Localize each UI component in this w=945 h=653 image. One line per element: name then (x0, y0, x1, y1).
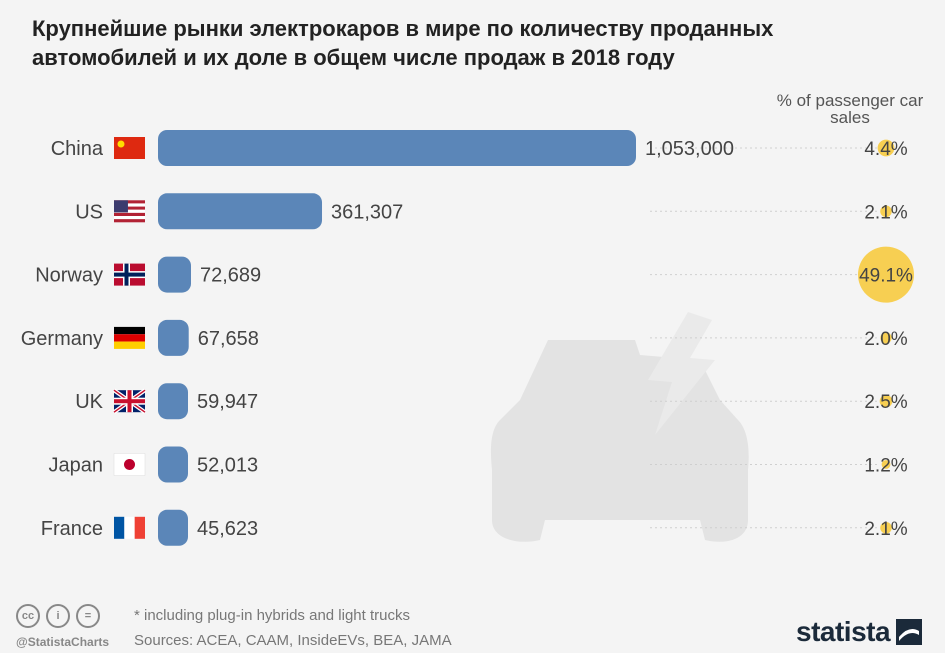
bar (158, 193, 323, 230)
equals-icon: = (76, 604, 100, 628)
category-label: US (75, 201, 103, 223)
share-label: 2.0% (864, 329, 907, 350)
category-label: China (51, 138, 104, 160)
share-column-header: % of passenger car sales (776, 91, 924, 127)
value-label: 1,053,000 (645, 138, 734, 160)
share-bubble (880, 522, 892, 534)
value-label: 67,658 (198, 328, 259, 350)
share-label: 4.4% (864, 139, 907, 160)
share-label: 2.5% (864, 392, 907, 413)
share-label: 49.1% (859, 266, 913, 287)
bar (158, 383, 188, 420)
chart-title: Крупнейшие рынки электрокаров в мире по … (32, 16, 774, 70)
category-label: France (41, 518, 103, 540)
value-label: 59,947 (197, 391, 258, 413)
share-bubble (880, 332, 892, 344)
statista-logo: statista (796, 616, 923, 648)
share-label: 2.1% (864, 202, 907, 223)
statista-mark-icon (896, 619, 923, 645)
value-label: 72,689 (200, 265, 261, 287)
bar (158, 446, 188, 483)
person-icon: i (46, 604, 70, 628)
brand-name: statista (796, 616, 891, 647)
value-label: 361,307 (331, 201, 403, 223)
sources: Sources: ACEA, CAAM, InsideEVs, BEA, JAM… (134, 632, 452, 649)
share-bubble (858, 246, 914, 303)
share-bubble (877, 139, 895, 157)
car-silhouette-icon (490, 312, 749, 542)
category-label: UK (75, 391, 103, 413)
uk-flag-icon (112, 388, 147, 414)
germany-flag-icon (114, 326, 145, 349)
china-flag-icon (114, 137, 145, 159)
share-bubble (879, 394, 893, 408)
bar (158, 509, 188, 546)
share-label: 1.2% (864, 456, 907, 477)
us-flag-icon (114, 200, 145, 223)
category-label: Norway (35, 265, 103, 287)
cc-icon: cc (16, 604, 40, 628)
footnote: * including plug-in hybrids and light tr… (134, 607, 410, 624)
bar (158, 130, 636, 166)
share-bubble (880, 205, 892, 218)
share-label: 2.1% (864, 519, 907, 540)
statista-handle: @StatistaCharts (16, 635, 110, 649)
category-label: Germany (21, 328, 103, 350)
value-label: 52,013 (197, 455, 258, 477)
japan-flag-icon (113, 453, 146, 476)
value-label: 45,623 (197, 518, 258, 540)
norway-flag-icon (114, 263, 145, 286)
category-label: Japan (49, 455, 104, 477)
bar (158, 319, 189, 356)
share-bubble (881, 460, 891, 469)
france-flag-icon (114, 516, 145, 539)
bar (158, 256, 191, 293)
license-icons: cc i = (16, 604, 100, 628)
